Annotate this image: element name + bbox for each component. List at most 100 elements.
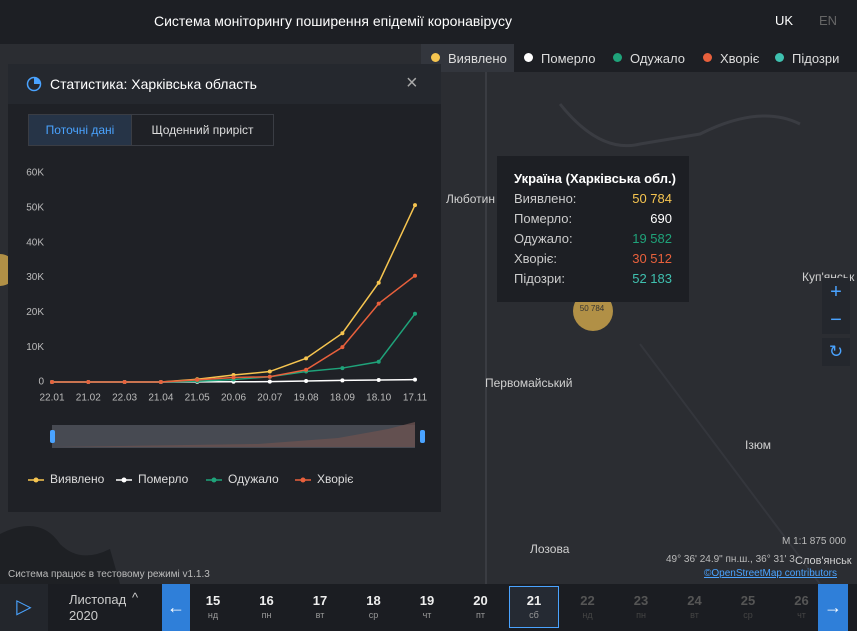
day[interactable]: 23 bbox=[633, 593, 649, 608]
legend-dot bbox=[524, 53, 533, 62]
day[interactable]: 25 bbox=[740, 593, 756, 608]
point bbox=[413, 377, 417, 382]
point bbox=[267, 374, 272, 379]
point bbox=[231, 375, 236, 380]
point bbox=[86, 380, 91, 384]
series-line bbox=[52, 204, 416, 383]
attribution[interactable]: ©OpenStreetMap contributors bbox=[704, 568, 837, 579]
point bbox=[340, 366, 345, 371]
next[interactable]: → bbox=[818, 584, 848, 631]
day[interactable]: 16 bbox=[259, 593, 274, 608]
tab[interactable]: Поточні дані bbox=[28, 114, 132, 146]
legend-dot bbox=[121, 477, 127, 483]
weekday: пн bbox=[636, 610, 646, 620]
day[interactable]: 19 bbox=[419, 593, 435, 608]
day[interactable]: 20 bbox=[473, 593, 488, 608]
point bbox=[340, 378, 345, 383]
tooltip-value: 50 784 bbox=[632, 191, 672, 206]
lang[interactable]: UK bbox=[775, 13, 794, 28]
weekday: чт bbox=[422, 610, 432, 620]
point bbox=[267, 379, 272, 384]
point bbox=[304, 378, 309, 383]
legend-dot bbox=[431, 53, 440, 62]
y-tick-label: 20K bbox=[26, 307, 44, 318]
chart: 0 10K 20K 30K 40K 50K 60K 22.01 21.02 22.03 21.04 2… bbox=[26, 168, 428, 487]
day[interactable]: 15 bbox=[205, 593, 221, 608]
point bbox=[304, 356, 309, 361]
legend-item[interactable]: Підозри bbox=[792, 51, 840, 66]
legend-dot bbox=[33, 477, 39, 483]
x-tick-label: 20.06 bbox=[221, 393, 246, 404]
day[interactable]: 17 bbox=[312, 593, 328, 608]
point bbox=[122, 380, 127, 384]
weekday: нд bbox=[582, 610, 593, 620]
legend-dot bbox=[703, 53, 712, 62]
tooltip: Україна (Харківська обл.) Виявлено: 50 78… bbox=[497, 156, 689, 302]
point bbox=[413, 203, 417, 208]
tooltip-label: Хворіє: bbox=[514, 251, 558, 266]
lang[interactable]: EN bbox=[819, 13, 838, 28]
point bbox=[340, 345, 345, 350]
legend-item: Померло bbox=[138, 472, 189, 486]
tooltip-value: 52 183 bbox=[632, 271, 672, 286]
point bbox=[158, 380, 163, 384]
y-tick-label: 50K bbox=[26, 202, 44, 213]
weekday: пн bbox=[261, 610, 272, 620]
tooltip-value: 19 582 bbox=[632, 231, 672, 246]
legend-item[interactable]: Виявлено bbox=[448, 51, 507, 66]
tooltip-title: Україна (Харківська обл.) bbox=[514, 171, 676, 186]
icon bbox=[26, 76, 42, 92]
day[interactable]: 21 bbox=[526, 593, 542, 608]
legend-dot bbox=[300, 477, 306, 483]
weekday: пт bbox=[476, 610, 485, 620]
y-tick-label: 60K bbox=[26, 168, 44, 179]
tooltip-label: Підозри: bbox=[514, 271, 565, 286]
point bbox=[376, 359, 381, 364]
point bbox=[195, 377, 200, 382]
zoom-in[interactable]: + bbox=[822, 278, 850, 306]
month-toggle[interactable]: ^ bbox=[132, 590, 139, 605]
day-selected bbox=[509, 586, 559, 628]
place: Ізюм bbox=[745, 438, 771, 452]
x-tick-label: 21.04 bbox=[148, 393, 173, 404]
legend-item[interactable]: Померло bbox=[541, 51, 596, 66]
close[interactable]: × bbox=[406, 72, 418, 94]
status: Система працює в тестовому режимі v1.1.3 bbox=[8, 569, 210, 580]
point bbox=[413, 311, 417, 316]
day[interactable]: 22 bbox=[580, 593, 595, 608]
day[interactable]: 18 bbox=[366, 593, 381, 608]
place: Люботин bbox=[446, 192, 495, 206]
timeline: ▷ Листопад ^ 2020 ← → 15 нд 16 пн 17 вт 18 ср 19… bbox=[0, 584, 857, 631]
play[interactable]: ▷ bbox=[0, 584, 48, 631]
legend-item: Виявлено bbox=[50, 472, 105, 486]
coords: 49° 36' 24.9" пн.ш., 36° 31' 3 bbox=[666, 554, 795, 565]
legend-item[interactable]: Хворіє bbox=[720, 51, 760, 66]
prev[interactable]: ← bbox=[162, 584, 190, 631]
series-line bbox=[52, 275, 416, 383]
legend-item: Хворіє bbox=[317, 472, 353, 486]
point bbox=[376, 301, 381, 306]
x-tick-label: 18.10 bbox=[366, 393, 391, 404]
month: Листопад bbox=[69, 592, 127, 607]
zoom-out[interactable]: − bbox=[822, 306, 850, 334]
tab[interactable]: Щоденний приріст bbox=[131, 114, 274, 146]
weekday: ср bbox=[368, 610, 379, 620]
day[interactable]: 24 bbox=[687, 593, 702, 608]
tooltip-value: 690 bbox=[650, 211, 672, 226]
weekday: чт bbox=[797, 610, 806, 620]
legend-item[interactable]: Одужало bbox=[630, 51, 685, 66]
y-tick-label: 0 bbox=[38, 377, 44, 388]
tooltip-label: Одужало: bbox=[514, 231, 573, 246]
point bbox=[376, 377, 381, 382]
tooltip-label: Виявлено: bbox=[514, 191, 577, 206]
refresh[interactable]: ↻ bbox=[822, 338, 850, 366]
x-tick-label: 17.11 bbox=[403, 393, 428, 404]
legend-dot bbox=[775, 53, 784, 62]
point bbox=[304, 367, 309, 372]
day[interactable]: 26 bbox=[794, 593, 809, 608]
x-tick-label: 22.01 bbox=[39, 393, 64, 404]
legend-item: Одужало bbox=[228, 472, 279, 486]
legend-dot bbox=[613, 53, 622, 62]
series-line bbox=[52, 313, 416, 383]
